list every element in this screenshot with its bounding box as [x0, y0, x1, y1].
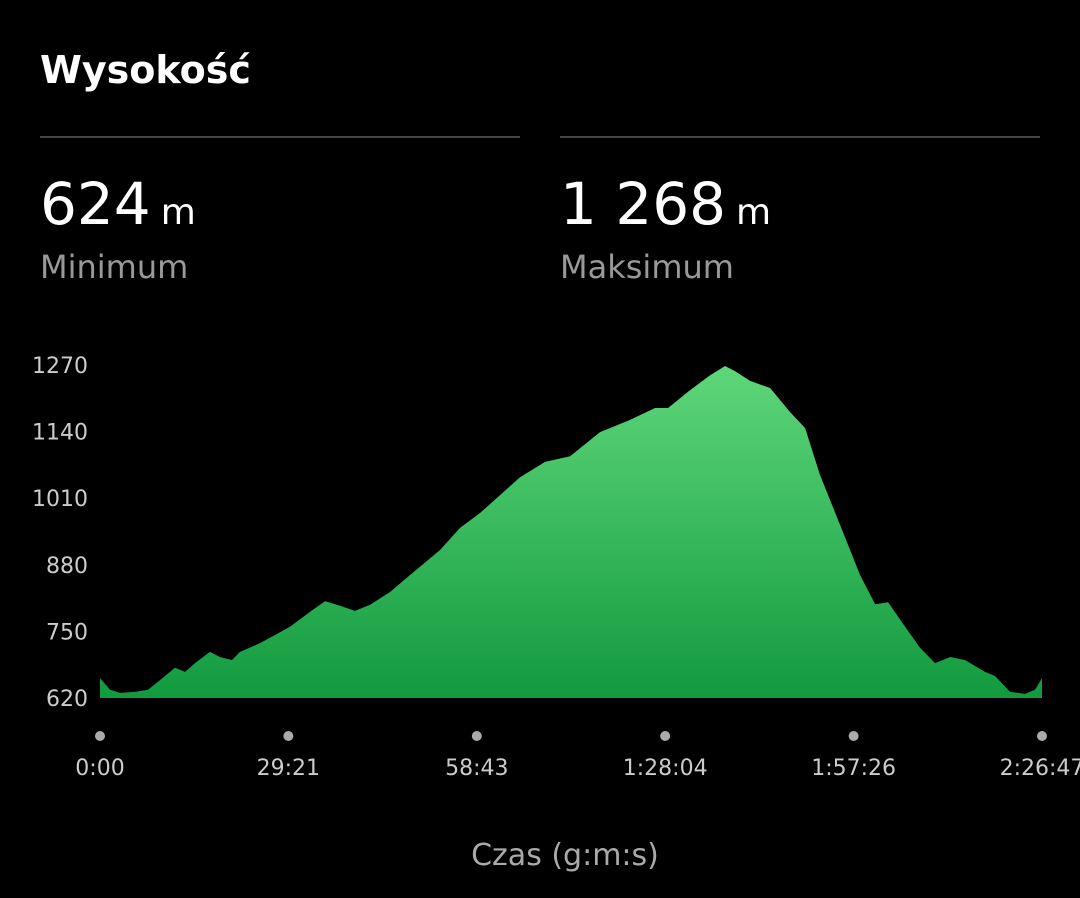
x-tick-label: 29:21	[257, 756, 320, 781]
stat-label: Maksimum	[560, 248, 734, 286]
area	[100, 366, 1042, 698]
x-tick	[1037, 731, 1047, 741]
x-tick	[471, 731, 482, 741]
x-tick	[95, 731, 105, 741]
stat-label: Minimum	[40, 248, 188, 286]
y-tick-label: 750	[46, 620, 88, 645]
y-tick-label: 620	[46, 687, 88, 712]
stat-value: 1 268 m	[560, 170, 771, 238]
x-tick-label: 1:28:04	[623, 756, 708, 781]
x-tick-label: 1:57:26	[811, 756, 896, 781]
y-tick-label: 1270	[32, 354, 88, 379]
title: Wysokość	[40, 48, 251, 92]
x-tick-label: 58:43	[445, 756, 508, 781]
x-tick	[660, 731, 671, 741]
x-tick-label: 0:00	[75, 756, 124, 781]
x-tick	[848, 731, 859, 741]
y-tick-label: 1140	[32, 421, 88, 446]
stat-value: 624 m	[40, 170, 196, 238]
y-tick-label: 880	[46, 554, 88, 579]
y-tick-label: 1010	[32, 487, 88, 512]
x-tick-label: 2:26:47	[1000, 756, 1080, 781]
x-axis-title: Czas (g:m:s)	[471, 838, 659, 873]
x-tick	[283, 731, 294, 741]
